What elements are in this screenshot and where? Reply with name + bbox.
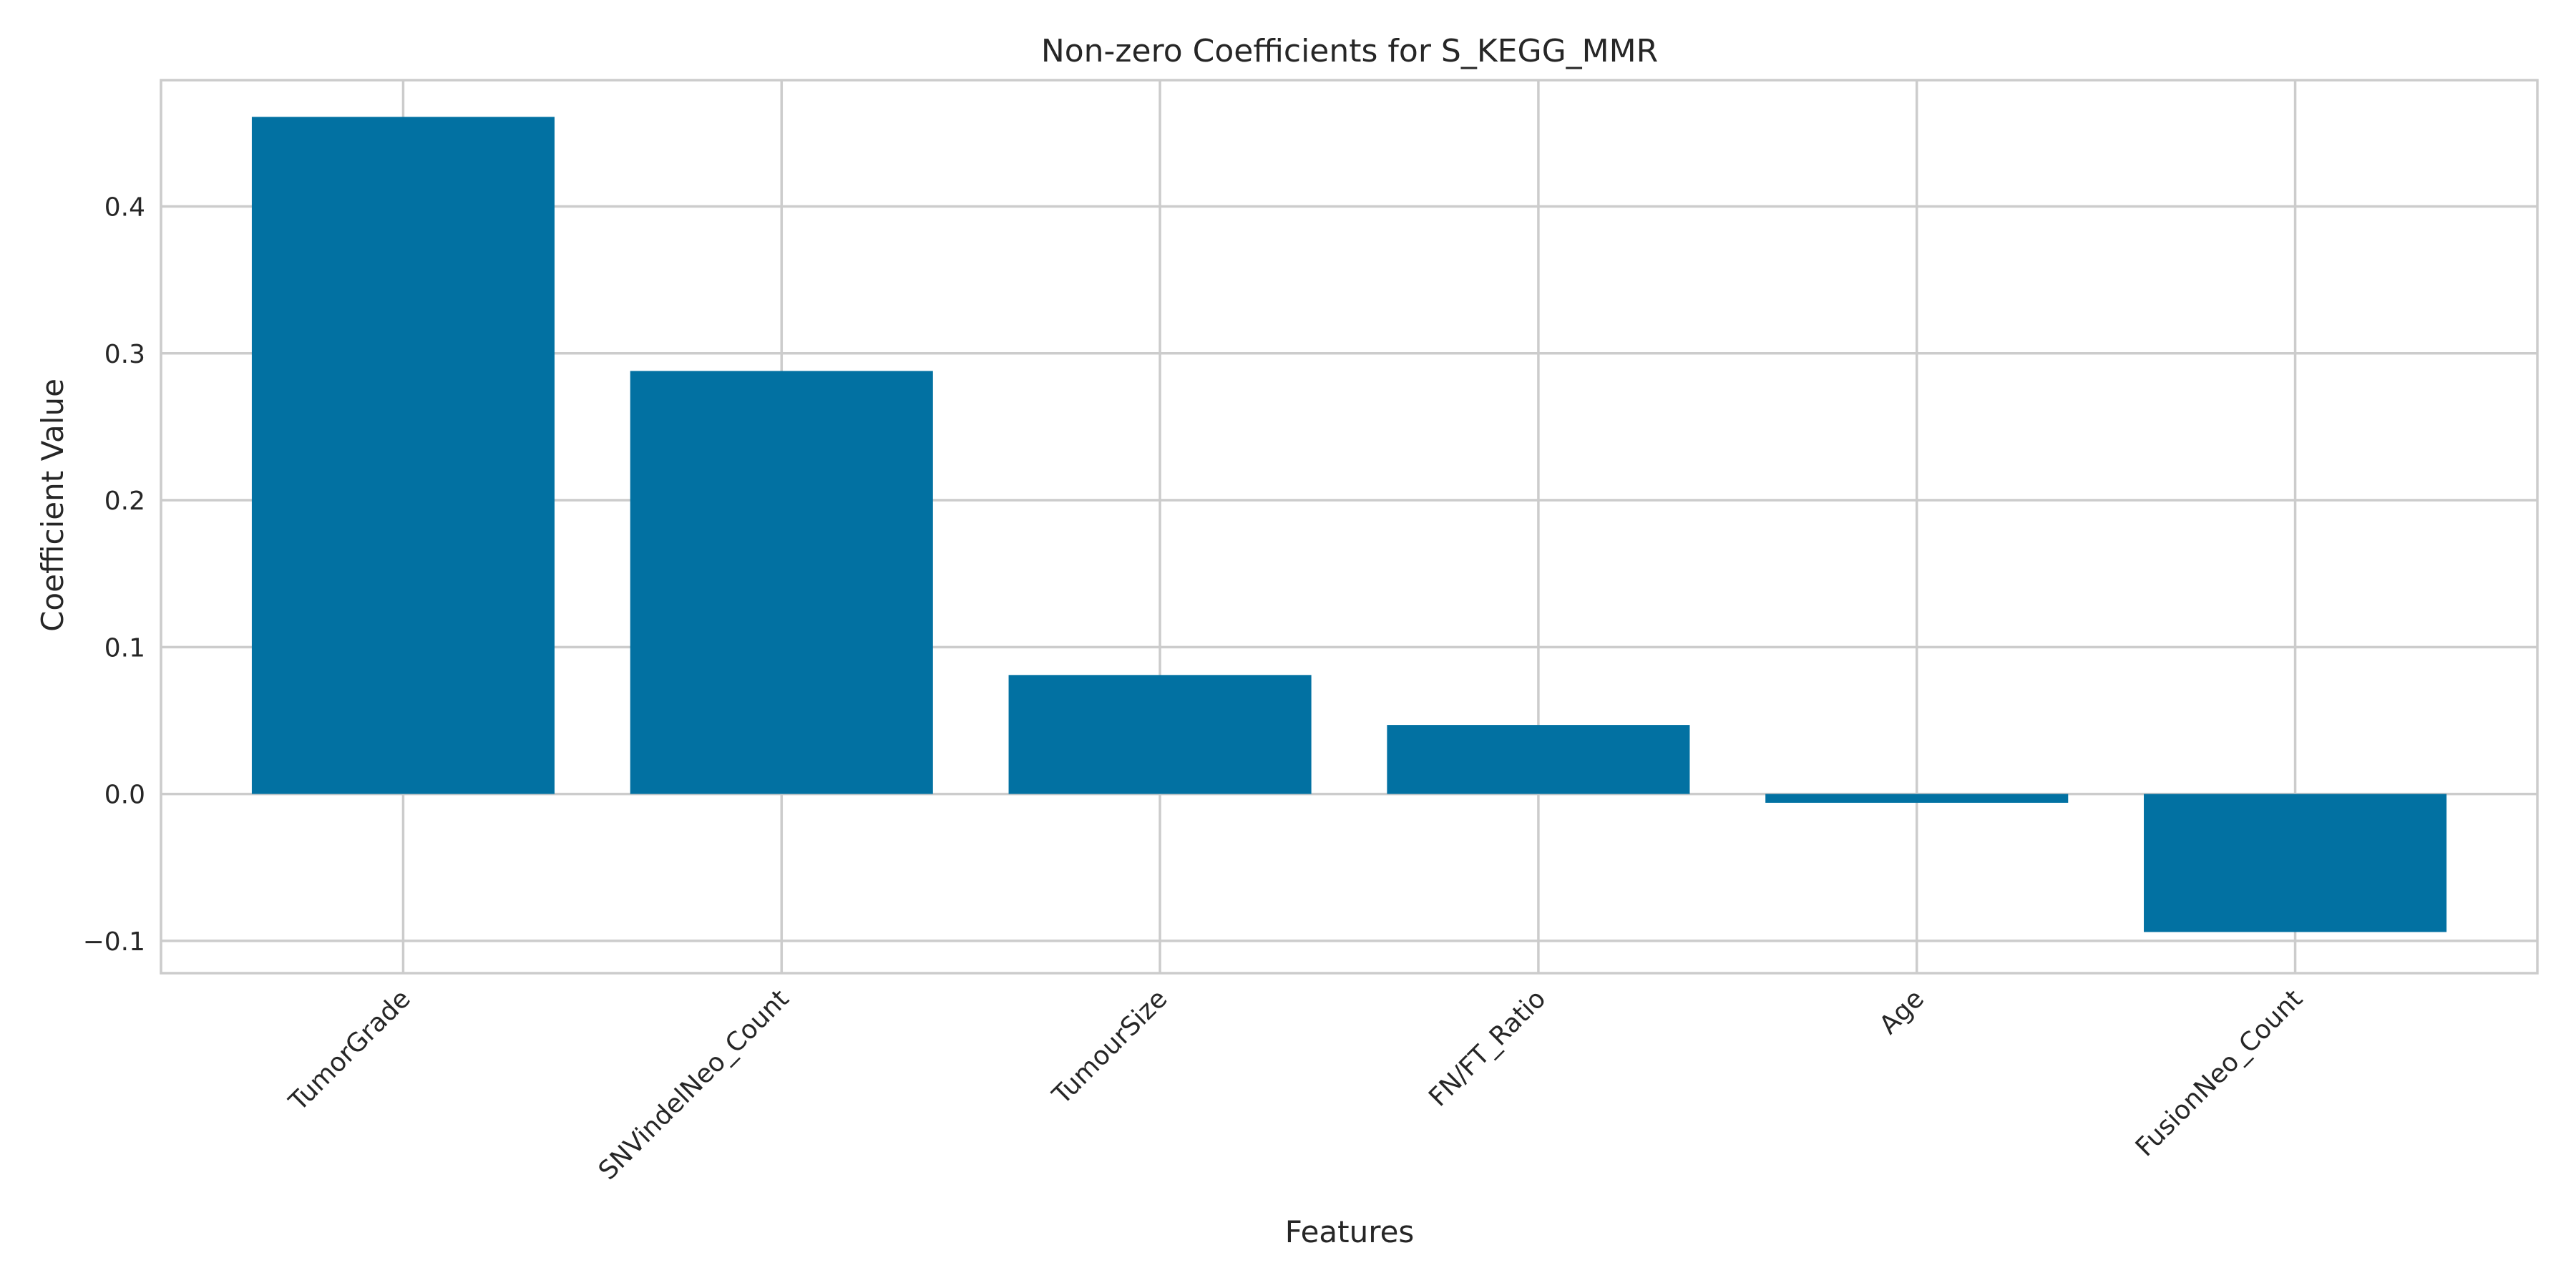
bar — [1765, 794, 2069, 803]
x-axis-label: Features — [1285, 1214, 1415, 1249]
y-tick-label: 0.4 — [104, 193, 145, 223]
y-tick-label: 0.1 — [104, 633, 145, 663]
grid-lines — [161, 80, 2537, 973]
bar — [251, 117, 555, 794]
y-tick-label: 0.3 — [104, 340, 145, 369]
y-axis-ticks: −0.1 0.0 0.1 0.2 0.3 0.4 — [83, 193, 145, 957]
y-tick-label: −0.1 — [83, 927, 145, 957]
y-tick-label: 0.0 — [104, 781, 145, 810]
chart-title: Non-zero Coefficients for S_KEGG_MMR — [1041, 33, 1658, 69]
bar — [630, 371, 933, 794]
y-axis-label: Coefficient Value — [35, 379, 70, 632]
plot-frame — [160, 79, 2539, 975]
y-tick-label: 0.2 — [104, 487, 145, 516]
bar — [2144, 794, 2447, 932]
bar — [1008, 675, 1312, 794]
bar — [1387, 725, 1690, 794]
bars — [251, 117, 2447, 932]
